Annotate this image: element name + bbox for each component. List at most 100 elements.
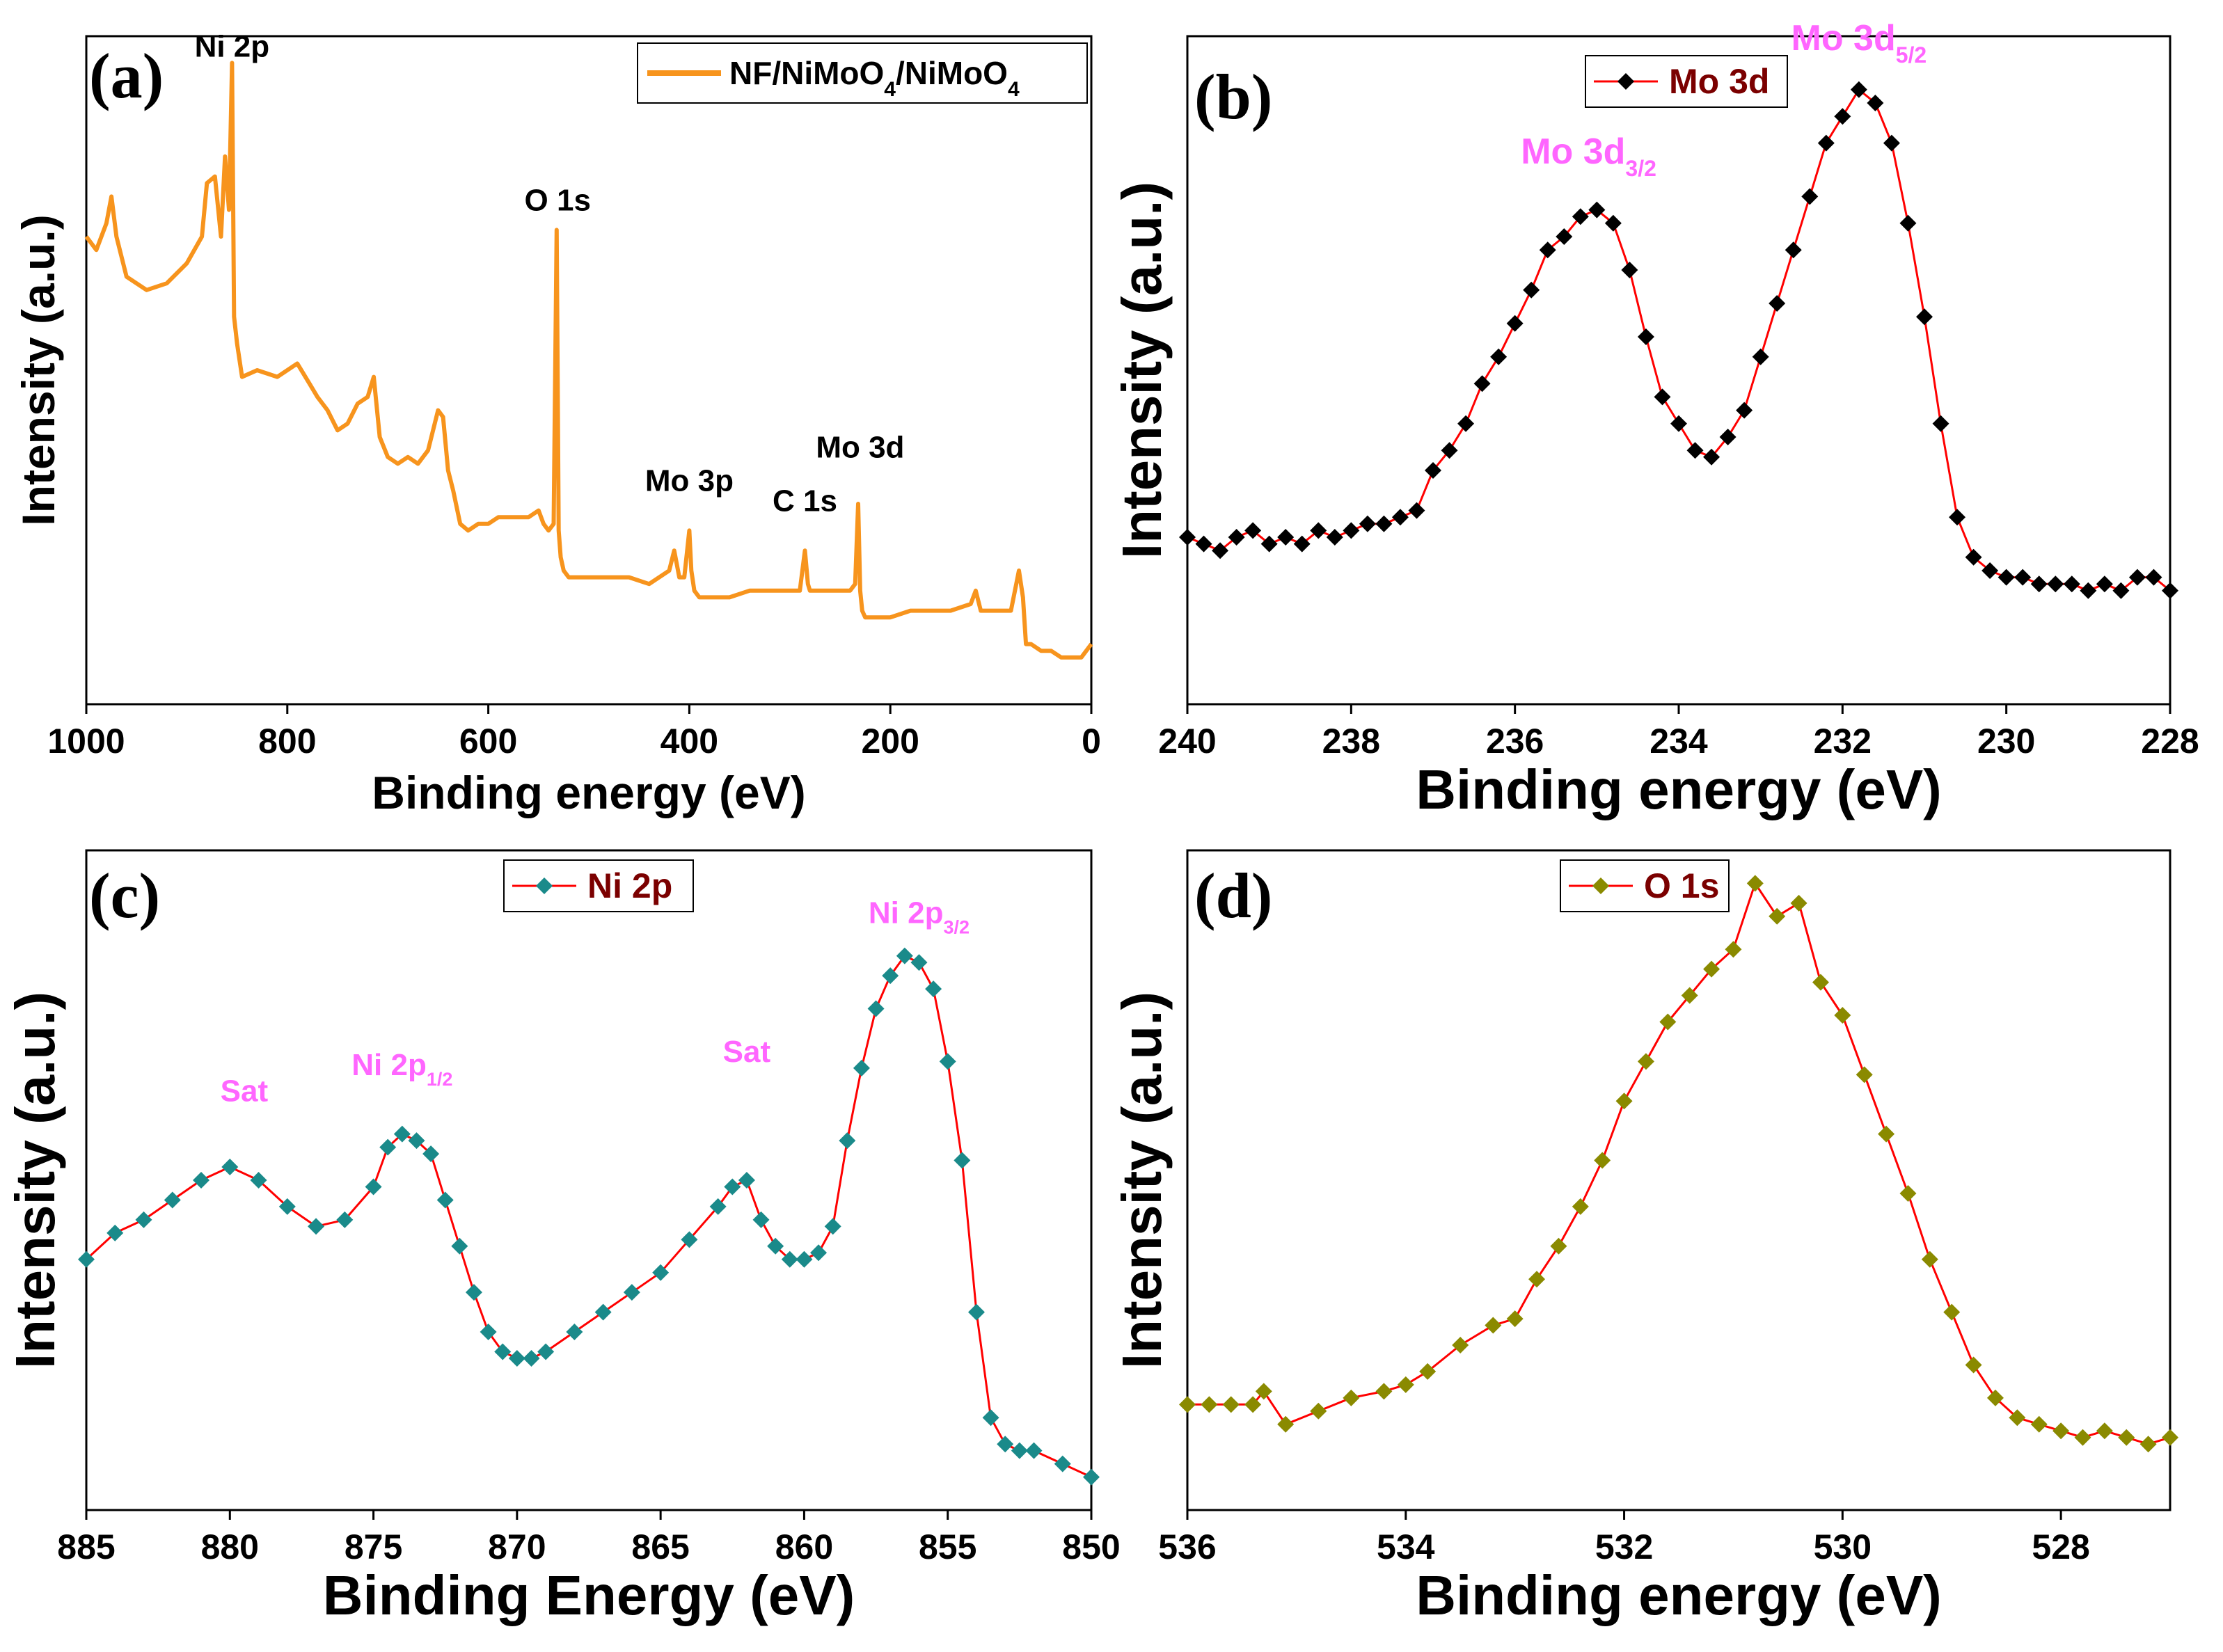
data-point [2047, 575, 2064, 593]
data-point [1659, 1013, 1677, 1031]
data-point [1637, 328, 1654, 345]
panel-letter: (b) [1194, 61, 1272, 132]
data-point [1752, 348, 1769, 365]
panel-letter: (d) [1194, 860, 1272, 931]
peak-label: Sat [723, 1035, 771, 1069]
data-point [106, 1224, 124, 1241]
x-tick-label: 870 [488, 1527, 546, 1566]
data-point [1244, 522, 1262, 539]
data-point [910, 954, 928, 971]
x-tick-label: 238 [1322, 722, 1380, 761]
panel-a: 1000 800 600 400 200 0 Binding energy (eV) Inte… [13, 30, 1101, 818]
legend-label: NF/NiMoO4/NiMoO4 [729, 55, 1020, 101]
data-point [2096, 575, 2113, 593]
data-point [278, 1198, 296, 1215]
data-point [767, 1237, 784, 1255]
x-tick-label: 240 [1158, 722, 1216, 761]
x-tick-label: 0 [1082, 722, 1101, 761]
x-tick-label: 855 [919, 1527, 976, 1566]
data-point [1834, 1007, 1851, 1024]
x-tick-label: 234 [1650, 722, 1708, 761]
peak-label: O 1s [525, 183, 591, 217]
data-point [135, 1211, 152, 1228]
data-point [1850, 81, 1867, 98]
data-point [508, 1349, 525, 1367]
data-point [1419, 1363, 1437, 1380]
x-tick-label: 236 [1486, 722, 1544, 761]
data-point [1790, 894, 1807, 912]
data-point [1277, 1415, 1295, 1433]
peak-label: Sat [221, 1074, 269, 1109]
data-point [867, 1000, 885, 1017]
data-point [2080, 582, 2097, 599]
data-point [1375, 515, 1393, 532]
data-point [781, 1250, 798, 1268]
data-point [1921, 1250, 1938, 1268]
x-tick-label: 536 [1158, 1527, 1216, 1566]
data-point [1485, 1317, 1502, 1334]
data-point [652, 1264, 670, 1281]
data-point [1277, 529, 1295, 546]
x-tick-label: 800 [258, 722, 316, 761]
plot-frame [1186, 849, 2171, 1511]
data-point [2145, 569, 2162, 586]
data-point [1986, 1389, 2004, 1406]
x-tick-label: 1000 [47, 722, 125, 761]
data-point [1703, 960, 1720, 978]
data-point [422, 1145, 440, 1163]
data-point [1201, 1396, 1218, 1413]
peak-label: Mo 3p [645, 464, 734, 498]
data-point [1310, 1402, 1327, 1420]
data-point [393, 1125, 411, 1143]
data-point [1637, 1053, 1654, 1070]
legend: Mo 3d [1585, 55, 1788, 108]
data-point [1932, 415, 1949, 432]
data-point [465, 1284, 482, 1301]
legend-marker [1592, 877, 1609, 894]
peak-label: Mo 3d [816, 431, 904, 465]
data-point [1528, 1271, 1546, 1288]
legend-label: Ni 2p [587, 866, 672, 905]
panel-letter: (c) [89, 860, 160, 931]
data-point [954, 1152, 971, 1169]
y-axis-title: Intensity (a.u.) [13, 214, 64, 525]
data-point [1981, 562, 1999, 579]
legend: Ni 2p [503, 859, 694, 912]
data-point [1326, 529, 1343, 546]
data-point [796, 1250, 813, 1268]
data-point [2118, 1429, 2135, 1446]
data-point [896, 947, 913, 964]
data-point [681, 1231, 698, 1248]
x-tick-label: 400 [660, 722, 718, 761]
data-point [308, 1218, 325, 1235]
data-point [221, 1159, 239, 1176]
data-point [2112, 582, 2130, 599]
data-point [2162, 582, 2178, 599]
data-point [78, 1250, 95, 1268]
data-point [1769, 907, 1786, 925]
data-point [1949, 509, 1966, 526]
x-tick-label: 534 [1377, 1527, 1435, 1566]
data-point [480, 1324, 497, 1341]
data-point [1011, 1442, 1028, 1459]
data-point [1746, 875, 1764, 892]
data-point [1801, 188, 1819, 205]
data-point [1473, 375, 1491, 392]
data-point [1572, 208, 1589, 225]
data-point [379, 1138, 397, 1156]
data-point [1703, 448, 1720, 466]
data-point [1083, 1468, 1100, 1486]
data-point [2009, 1409, 2026, 1427]
data-point [2096, 1422, 2113, 1440]
data-point [1878, 1125, 1895, 1143]
data-point [1391, 509, 1409, 526]
data-point [1686, 442, 1704, 459]
x-tick-label: 860 [775, 1527, 833, 1566]
data-point [1670, 415, 1687, 432]
data-point [2139, 1436, 2157, 1453]
data-point [1785, 241, 1802, 259]
data-point [408, 1132, 425, 1150]
data-point [1425, 462, 1441, 479]
data-point [1408, 502, 1425, 519]
legend: NF/NiMoO4/NiMoO4 [637, 42, 1088, 104]
